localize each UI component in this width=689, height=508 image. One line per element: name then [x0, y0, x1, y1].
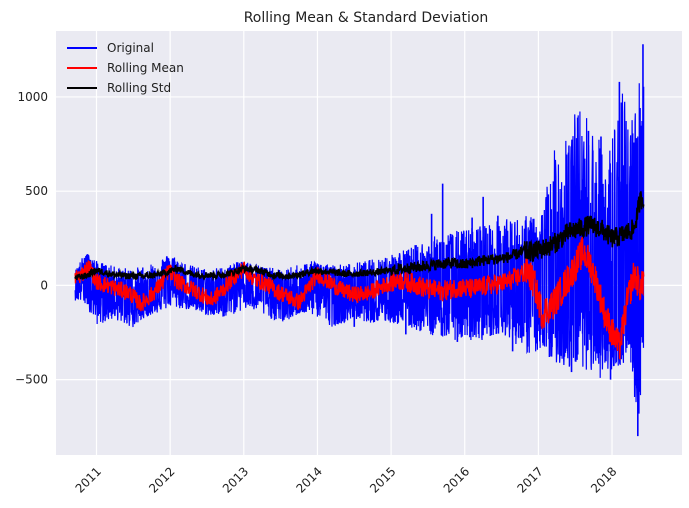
y-tick-label: 0: [40, 278, 48, 292]
y-tick-label: −500: [15, 373, 48, 387]
x-tick-label: 2015: [367, 464, 398, 495]
x-tick-label: 2012: [146, 464, 177, 495]
y-tick-label: 500: [25, 184, 48, 198]
x-tick-label: 2016: [441, 464, 472, 495]
legend-item-original: Original: [67, 41, 154, 55]
chart-title: Rolling Mean & Standard Deviation: [244, 10, 489, 26]
x-tick-label: 2014: [293, 464, 324, 495]
x-tick-label: 2013: [220, 464, 251, 495]
legend-label: Rolling Std: [107, 81, 171, 95]
legend-label: Rolling Mean: [107, 61, 184, 75]
legend-label: Original: [107, 41, 154, 55]
series-rolling-std-line: [74, 191, 645, 282]
legend: Original Rolling Mean Rolling Std: [67, 41, 184, 95]
y-tick-label: 1000: [17, 90, 48, 104]
legend-item-rolling-mean: Rolling Mean: [67, 61, 184, 75]
series-layer: [74, 44, 645, 437]
x-tick-label: 2017: [514, 464, 545, 495]
x-tick-label: 2011: [73, 464, 104, 495]
legend-item-rolling-std: Rolling Std: [67, 81, 171, 95]
x-tick-label: 2018: [588, 464, 619, 495]
